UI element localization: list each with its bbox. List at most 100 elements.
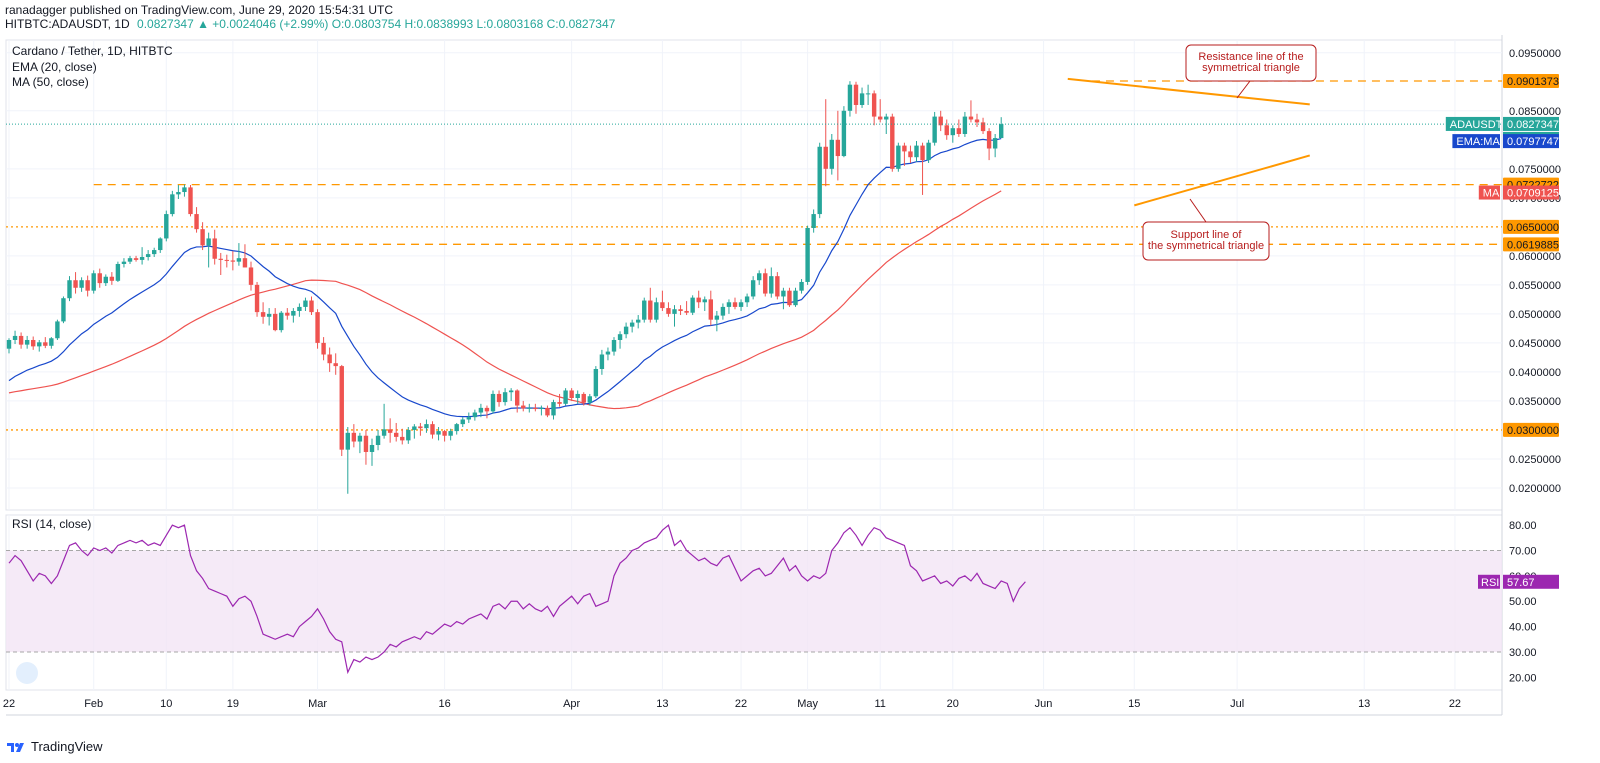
- rsi-value-badge: [1503, 574, 1559, 589]
- candle-body: [436, 431, 441, 435]
- candle-body: [829, 139, 834, 169]
- tradingview-logo-icon: [7, 742, 24, 752]
- price-pane: [5, 39, 1503, 511]
- candle-body: [823, 146, 828, 169]
- candle-body: [418, 426, 423, 429]
- candle-body: [986, 131, 992, 149]
- candle-body: [400, 436, 405, 441]
- candle-body: [24, 339, 30, 345]
- candle-body: [67, 280, 72, 299]
- candle-body: [91, 273, 96, 291]
- y-tick-label: 0.0850000: [1509, 106, 1561, 118]
- candle-body: [212, 238, 217, 259]
- candle-body: [980, 122, 986, 132]
- candle-body: [539, 407, 544, 410]
- price-badge-text: 0.0797747: [1507, 136, 1559, 148]
- x-tick-label: 19: [227, 698, 239, 710]
- rsi-band: [6, 550, 1502, 652]
- x-tick-label: Jun: [1035, 698, 1053, 710]
- candle-body: [508, 390, 514, 393]
- triangle-trendline: [1134, 154, 1311, 207]
- annotation-text: the symmetrical triangle: [1148, 240, 1264, 252]
- candle-body: [164, 214, 169, 239]
- indicator-legend: MA (50, close): [12, 75, 89, 89]
- candle-body: [345, 432, 350, 450]
- candle-body: [103, 276, 108, 284]
- y-tick-label: 0.0450000: [1509, 338, 1561, 350]
- candle-body: [690, 297, 695, 313]
- level-badge: [1503, 237, 1559, 252]
- y-tick-label: 0.0600000: [1509, 251, 1561, 263]
- candle-body: [152, 250, 157, 255]
- x-tick-label: May: [797, 698, 818, 710]
- candle-body: [454, 424, 459, 432]
- candle-body: [515, 390, 520, 406]
- ma50-line: [8, 190, 1002, 410]
- candle-body: [678, 309, 683, 311]
- candle-body: [448, 431, 453, 436]
- candle-body: [841, 110, 847, 157]
- candle-body: [587, 396, 592, 403]
- triangle-trendline: [1067, 77, 1310, 106]
- candle-body: [12, 335, 18, 340]
- chart-header: ranadagger published on TradingView.com,…: [5, 3, 615, 31]
- y-tick-label: 0.0750000: [1509, 164, 1561, 176]
- candle-body: [158, 238, 163, 251]
- candles: [6, 81, 1004, 494]
- symbol-label: HITBTC:ADAUSDT, 1D: [5, 17, 130, 31]
- y-tick-label: 0.0350000: [1509, 396, 1561, 408]
- candle-body: [266, 313, 272, 317]
- candle-body: [460, 419, 465, 425]
- candle-body: [321, 342, 326, 355]
- tradingview-footer: TradingView: [6, 739, 103, 754]
- badge-label-text: MA: [1483, 188, 1500, 200]
- candle-body: [109, 276, 115, 281]
- candle-body: [49, 338, 54, 346]
- candle-body: [31, 339, 36, 347]
- candle-body: [853, 84, 859, 105]
- annotation-text: Resistance line of the: [1198, 51, 1303, 63]
- candle-body: [315, 312, 320, 343]
- candle-body: [799, 281, 804, 291]
- candle-body: [85, 280, 90, 291]
- candle-body: [962, 116, 968, 134]
- candle-body: [182, 187, 187, 193]
- candle-body: [291, 310, 296, 316]
- candle-body: [787, 290, 792, 306]
- candle-body: [37, 342, 42, 347]
- x-tick-label: 15: [1128, 698, 1140, 710]
- candle-body: [412, 426, 417, 430]
- candle-body: [781, 290, 786, 297]
- candle-body: [303, 300, 308, 307]
- candle-body: [920, 145, 925, 161]
- candle-body: [974, 119, 980, 123]
- candle-body: [593, 369, 599, 397]
- candle-body: [260, 312, 266, 317]
- candle-body: [636, 319, 641, 323]
- y-tick-label: 0.0500000: [1509, 309, 1561, 321]
- price-badge-text: 0.0709125: [1507, 188, 1559, 200]
- candle-body: [629, 322, 635, 327]
- candle-body: [871, 93, 877, 117]
- ema20-line: [8, 137, 1002, 418]
- annotation-text: Support line of: [1171, 229, 1243, 241]
- candle-body: [623, 326, 629, 335]
- rsi-tick-label: 20.00: [1509, 672, 1537, 684]
- y-tick-label: 0.0550000: [1509, 280, 1561, 292]
- candle-body: [478, 407, 484, 413]
- candle-body: [926, 142, 931, 161]
- price-badge-text: 0.0827347: [1507, 119, 1559, 131]
- level-badge-text: 0.0300000: [1507, 425, 1559, 437]
- candle-body: [847, 84, 853, 111]
- candle-body: [430, 424, 435, 435]
- rsi-tick-label: 30.00: [1509, 647, 1537, 659]
- annotation-box: [1142, 221, 1270, 261]
- rsi-label-box: [1478, 574, 1500, 589]
- candle-body: [878, 116, 883, 120]
- candle-body: [968, 116, 974, 120]
- candle-body: [617, 334, 623, 340]
- candle-body: [61, 298, 66, 322]
- candle-body: [406, 429, 411, 441]
- candle-body: [557, 402, 562, 404]
